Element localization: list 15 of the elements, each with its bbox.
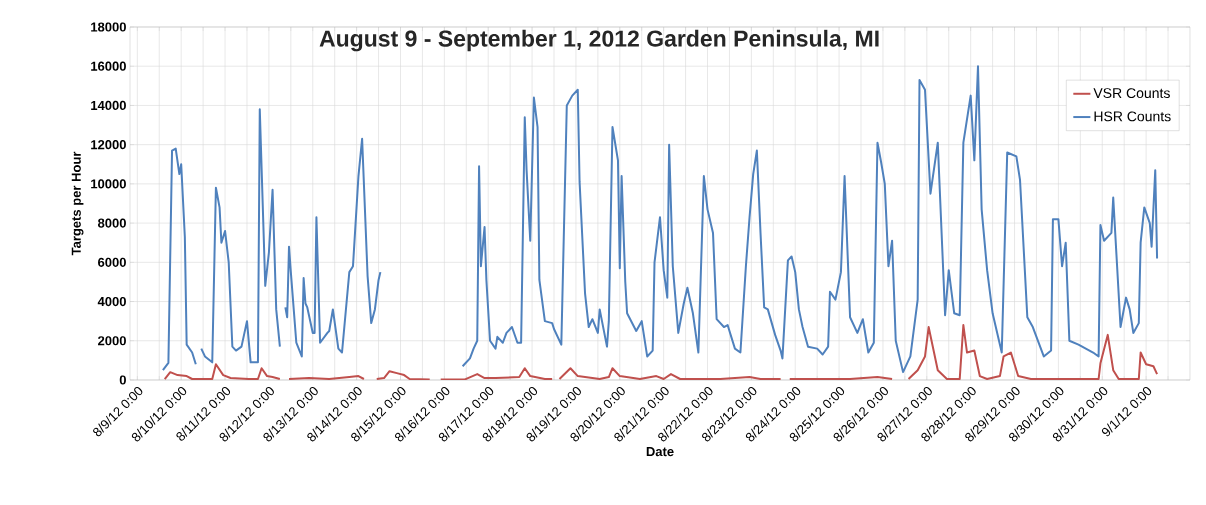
y-tick-label: 0 — [119, 375, 126, 385]
x-axis-title: Date — [646, 447, 674, 457]
legend-label: HSR Counts — [1094, 111, 1171, 122]
y-tick-label: 6000 — [98, 257, 126, 267]
legend-label: VSR Counts — [1093, 88, 1170, 99]
y-tick-label: 12000 — [91, 140, 126, 150]
y-tick-label: 16000 — [91, 61, 126, 71]
y-tick-label: 18000 — [91, 22, 126, 32]
y-tick-label: 4000 — [97, 296, 126, 307]
y-tick-label: 2000 — [98, 336, 126, 346]
y-tick-label: 14000 — [91, 100, 126, 111]
y-axis-title: Targets per Hour — [71, 151, 84, 256]
y-tick-label: 10000 — [91, 179, 126, 189]
chart-title: August 9 - September 1, 2012 Garden Peninsula, MI — [319, 29, 879, 52]
y-tick-label: 8000 — [97, 218, 126, 228]
